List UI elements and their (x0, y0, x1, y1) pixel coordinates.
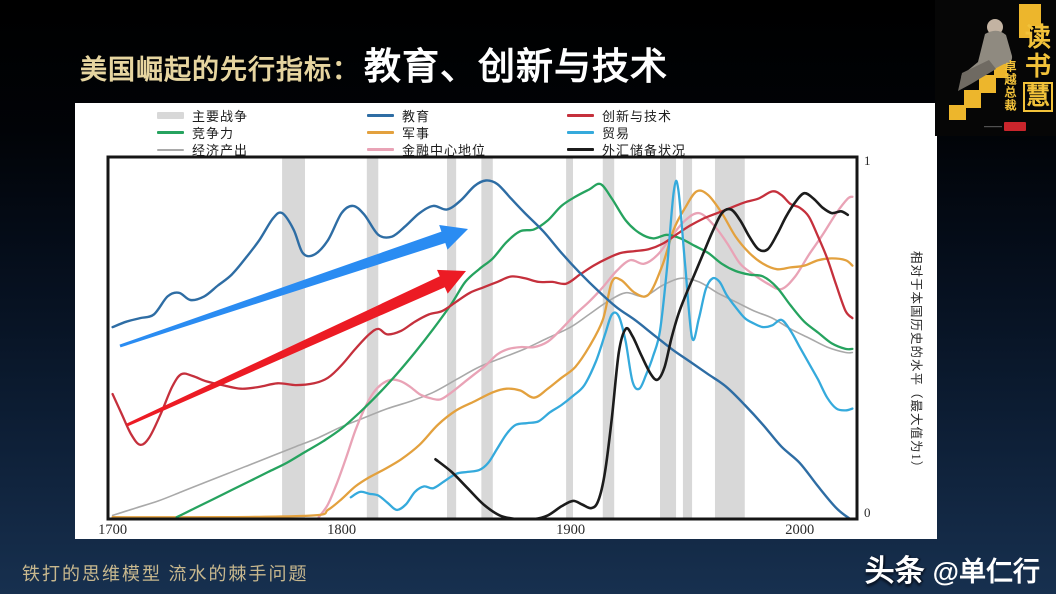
innovation-trend-arrow (126, 269, 467, 427)
legend-swatch (567, 131, 594, 134)
watermark-handle: @单仁行 (932, 557, 1040, 587)
legend-label: 贸易 (602, 126, 631, 141)
legend-item-教育: 教育 (367, 108, 486, 124)
logo-figure-legs (958, 60, 996, 91)
footer-slogan: 铁打的思维模型 流水的棘手问题 (22, 564, 309, 584)
watermark-toutiao: 头条 (864, 555, 925, 588)
legend-swatch (367, 114, 394, 117)
y-axis-title: 相对于本国历史的水平（最大值为1） (909, 251, 923, 475)
chart-panel: 主要战争竞争力经济产出 教育军事金融中心地位 创新与技术贸易外汇储备状况 1700 1… (75, 103, 937, 539)
series-trade (349, 179, 854, 512)
legend-item-外汇储备状况: 外汇储备状况 (567, 142, 687, 158)
legend-label: 教育 (402, 109, 431, 124)
logo-subtitle: 卓越总裁 (1003, 60, 1017, 112)
logo-tagline-red-badge (1004, 122, 1026, 131)
legend-swatch (367, 148, 394, 151)
y-axis-max-label: 1 (864, 153, 871, 168)
series-economic-output (111, 277, 854, 517)
logo-figure-head (987, 19, 1003, 35)
war-band (682, 157, 693, 519)
series-competitiveness (175, 182, 854, 519)
legend-swatch (567, 148, 594, 151)
war-band (446, 157, 457, 519)
legend-column: 教育军事金融中心地位 (367, 108, 487, 158)
x-axis-label-1800: 1800 (327, 522, 357, 538)
legend-item-经济产出: 经济产出 (157, 142, 249, 158)
series-military (111, 189, 854, 519)
legend-swatch (567, 114, 594, 117)
logo-char-3: 慧 (1023, 82, 1053, 112)
legend-column: 主要战争竞争力经济产出 (157, 108, 249, 158)
legend-item-军事: 军事 (367, 125, 486, 141)
title-prefix: 美国崛起的先行指标： (80, 55, 360, 85)
reading-club-logo: 读 书 慧 卓越总裁 —— (935, 0, 1056, 136)
series-education (111, 179, 852, 519)
series-reserve-currency (434, 191, 850, 519)
war-band (481, 157, 493, 519)
legend-label: 外汇储备状况 (602, 143, 687, 158)
legend-label: 创新与技术 (602, 109, 673, 124)
logo-name-vertical: 读 书 慧 (1023, 24, 1053, 112)
page-title: 美国崛起的先行指标： 教育、创新与技术 (80, 36, 668, 90)
logo-char-1: 读 (1024, 23, 1051, 52)
legend-item-主要战争: 主要战争 (157, 108, 249, 124)
education-trend-arrow (119, 225, 468, 348)
series-financial-center (317, 195, 854, 519)
legend-label: 金融中心地位 (402, 143, 487, 158)
legend-swatch (157, 131, 184, 134)
logo-tagline: —— (984, 122, 1026, 131)
chart-legend: 主要战争竞争力经济产出 教育军事金融中心地位 创新与技术贸易外汇储备状况 (75, 108, 937, 158)
legend-item-金融中心地位: 金融中心地位 (367, 142, 487, 158)
plot-frame (106, 155, 859, 521)
power-indices-chart (106, 155, 859, 521)
legend-swatch (157, 148, 184, 151)
war-band (566, 157, 573, 519)
x-axis-label-1700: 1700 (98, 522, 128, 538)
war-band (660, 157, 677, 519)
y-axis-min-label: 0 (864, 505, 871, 520)
legend-column: 创新与技术贸易外汇储备状况 (567, 108, 687, 158)
legend-swatch (157, 112, 184, 119)
logo-stair-block-top (1019, 4, 1041, 38)
legend-item-贸易: 贸易 (567, 125, 686, 141)
war-band (602, 157, 615, 519)
war-band (366, 157, 379, 519)
legend-item-竞争力: 竞争力 (157, 125, 248, 141)
logo-char-2: 书 (1024, 52, 1051, 81)
logo-staircase (949, 60, 1007, 120)
legend-label: 军事 (402, 126, 431, 141)
logo-graphic (949, 4, 1041, 120)
legend-item-创新与技术: 创新与技术 (567, 108, 686, 124)
x-axis-label-1900: 1900 (556, 522, 586, 538)
legend-label: 主要战争 (192, 109, 249, 124)
legend-label: 竞争力 (192, 126, 235, 141)
x-axis-label-2000: 2000 (785, 522, 815, 538)
logo-tagline-dash: —— (984, 121, 1002, 131)
legend-label: 经济产出 (192, 143, 249, 158)
legend-swatch (367, 131, 394, 134)
title-main: 教育、创新与技术 (364, 46, 668, 87)
platform-watermark: 头条 @单仁行 (865, 546, 1040, 590)
